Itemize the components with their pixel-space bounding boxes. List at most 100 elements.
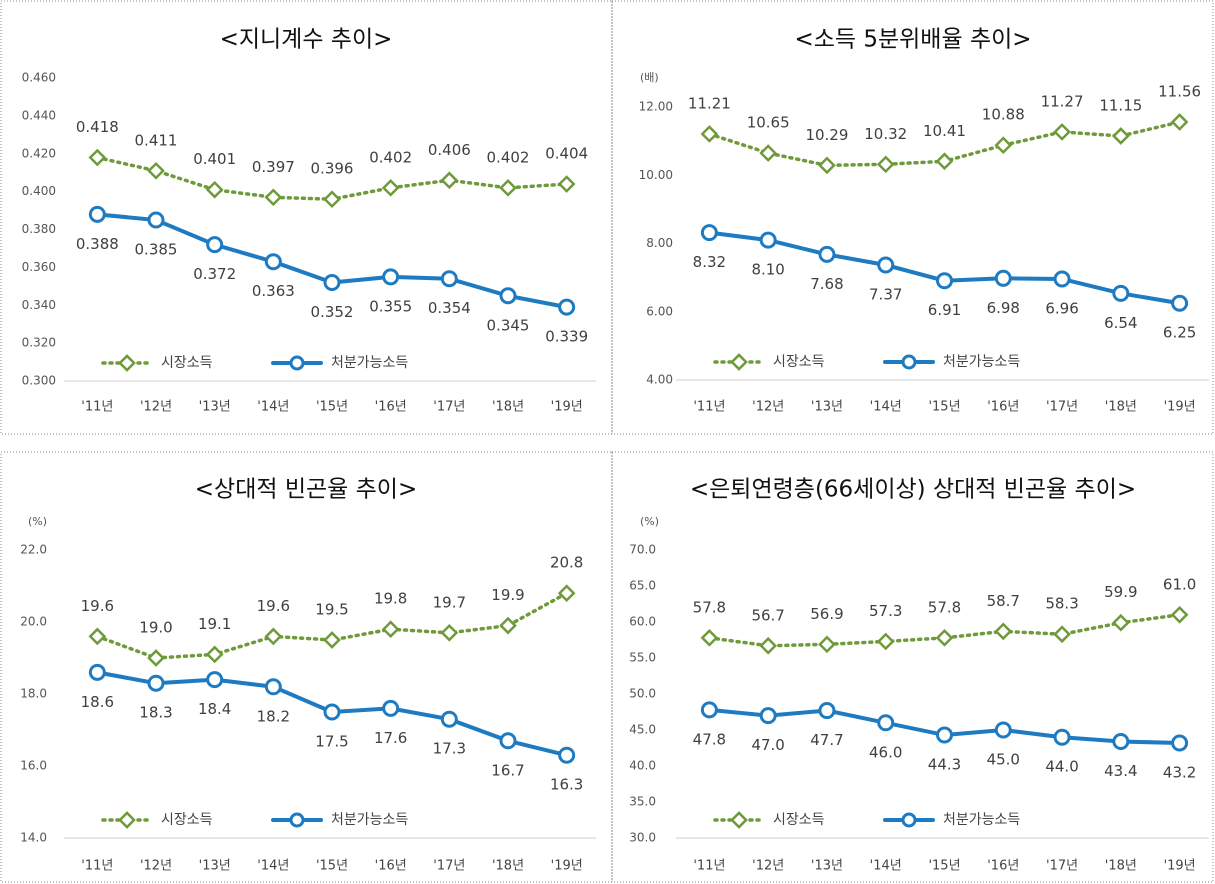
point-marker [88,148,107,167]
y-tick-label: 50.0 [629,687,656,701]
x-tick-label: '14년 [257,400,289,415]
point-marker [440,171,459,190]
axis-unit: (%) [640,515,659,528]
y-tick-label: 65.0 [629,579,656,593]
point-marker [994,622,1013,641]
point-marker [936,272,953,290]
point-marker [264,253,282,271]
point-marker [205,180,224,199]
y-tick-label: 6.00 [646,304,673,318]
data-label: 0.385 [135,241,178,259]
data-label: 0.397 [252,158,295,176]
data-label: 11.56 [1158,83,1201,101]
data-label: 19.6 [257,597,290,615]
legend-marker [730,811,748,829]
panel-border [611,0,1214,435]
y-tick-label: 0.460 [22,71,56,85]
data-label: 18.2 [257,707,290,725]
x-tick-label: '16년 [987,400,1019,415]
point-marker [382,268,400,286]
x-tick-label: '13년 [811,859,843,874]
data-label: 56.9 [810,605,843,623]
point-marker [382,699,400,717]
data-label: 61.0 [1163,575,1196,593]
point-marker [877,256,895,274]
point-marker [1170,113,1189,131]
x-tick-label: '15년 [316,859,348,874]
y-tick-label: 20.0 [20,615,47,629]
data-label: 58.7 [987,592,1020,610]
data-label: 19.7 [433,593,466,611]
y-tick-label: 4.00 [646,373,673,387]
chart-title: <지니계수 추이> [220,27,393,53]
point-marker [1112,284,1130,302]
point-marker [935,629,954,647]
data-label: 17.5 [315,733,348,751]
legend-marker [289,812,305,828]
x-tick-label: '16년 [375,859,407,874]
point-marker [147,161,165,180]
y-tick-label: 0.300 [22,374,56,388]
point-marker [440,623,459,642]
data-label: 6.96 [1045,299,1078,317]
data-label: 0.339 [545,328,588,346]
x-tick-label: '15년 [316,400,348,415]
point-marker [1053,625,1071,644]
x-tick-label: '12년 [752,859,784,874]
data-label: 44.3 [928,756,961,774]
data-label: 0.352 [311,303,354,321]
data-label: 18.6 [81,693,114,711]
data-label: 43.2 [1163,763,1196,781]
legend-label: 시장소득 [161,355,213,371]
legend-marker [730,353,748,371]
point-marker [759,636,778,655]
data-label: 0.388 [76,235,119,253]
data-label: 8.32 [693,253,726,271]
x-tick-label: '17년 [433,400,465,415]
x-tick-label: '14년 [257,859,289,874]
y-tick-label: 16.0 [20,759,47,773]
y-tick-label: 0.360 [22,260,56,274]
y-tick-label: 0.400 [22,184,56,198]
y-tick-label: 55.0 [629,651,656,665]
data-label: 6.25 [1163,324,1196,342]
legend-marker [118,811,136,829]
x-tick-label: '19년 [1164,400,1196,415]
data-label: 57.8 [693,598,726,616]
data-label: 45.0 [987,751,1020,769]
point-marker [264,678,282,696]
x-tick-label: '12년 [752,400,784,415]
point-marker [994,721,1012,739]
data-label: 0.396 [311,160,354,178]
chart-title: <은퇴연령층(66세이상) 상대적 빈곤율 추이> [690,477,1136,503]
x-tick-label: '15년 [928,859,960,874]
legend-label: 처분가능소득 [331,812,408,828]
series-line [707,613,1182,648]
legend-label: 처분가능소득 [331,355,408,371]
point-marker [147,674,165,692]
data-label: 10.32 [864,125,907,143]
point-marker [323,631,341,649]
x-tick-label: '12년 [140,400,172,415]
data-label: 17.6 [374,729,407,747]
x-tick-label: '16년 [987,859,1019,874]
x-tick-label: '13년 [199,400,231,415]
x-tick-label: '19년 [551,859,583,874]
point-marker [700,224,718,242]
point-marker [759,707,777,725]
data-label: 0.402 [487,148,530,166]
point-marker [700,125,719,143]
data-label: 44.0 [1045,758,1078,776]
x-tick-label: '18년 [1105,859,1137,874]
x-tick-label: '16년 [375,400,407,415]
y-tick-label: 0.420 [22,146,56,160]
data-label: 0.404 [545,145,588,163]
point-marker [936,726,953,744]
legend-marker [118,354,136,372]
point-marker [1111,127,1130,145]
data-label: 47.7 [810,731,843,749]
point-marker [876,155,895,174]
y-tick-label: 40.0 [629,759,656,773]
y-tick-label: 35.0 [629,795,656,809]
x-tick-label: '14년 [870,400,902,415]
